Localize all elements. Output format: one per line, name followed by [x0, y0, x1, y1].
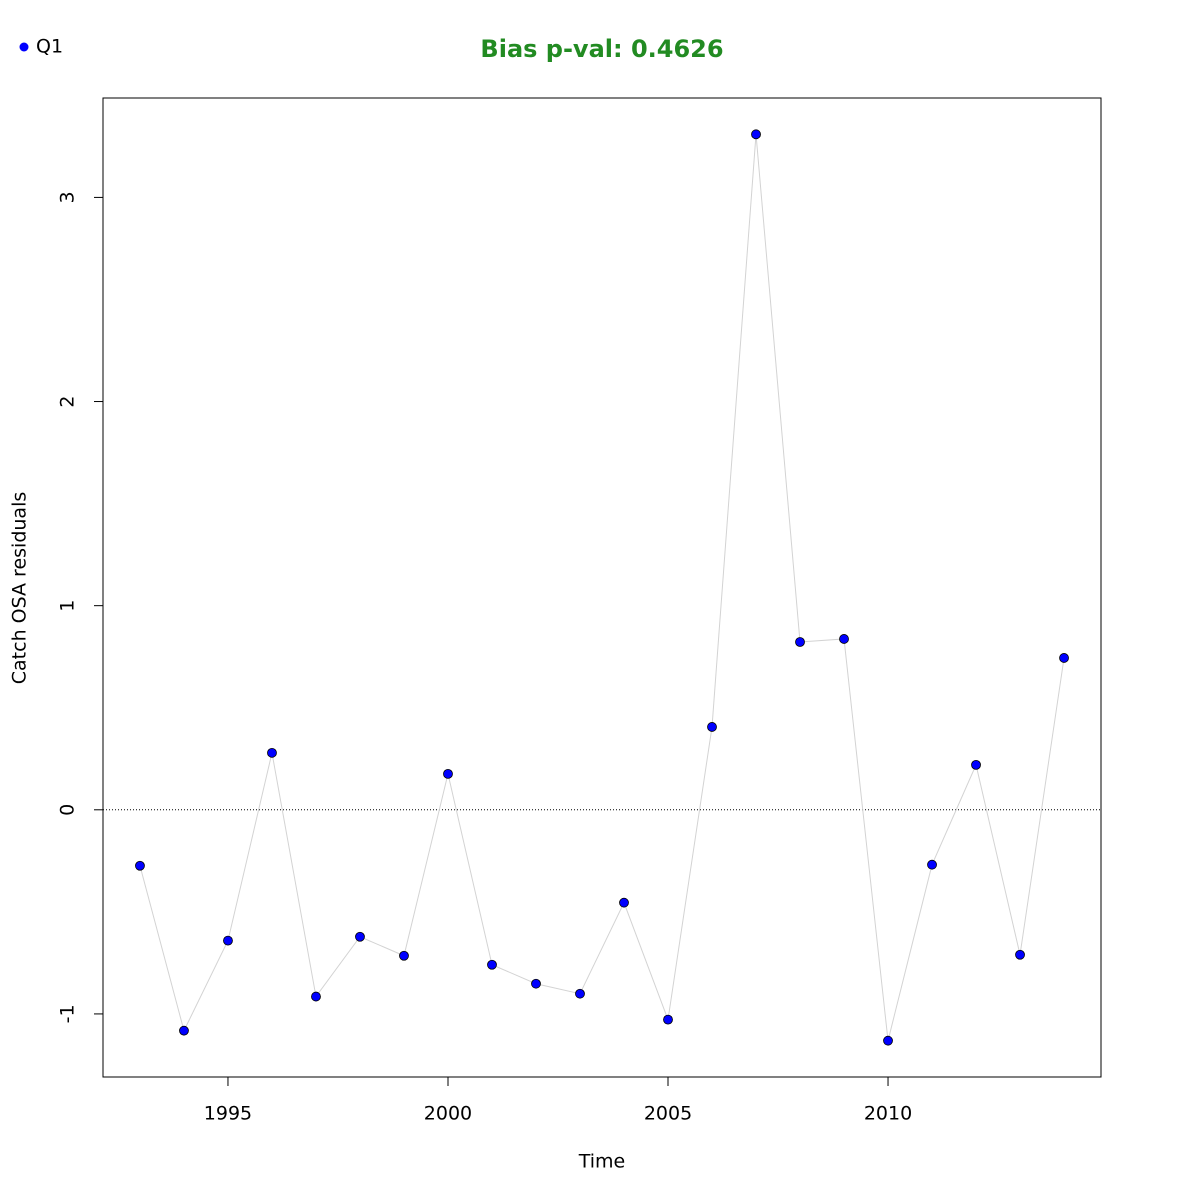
data-point — [663, 1014, 673, 1025]
x-tick-label: 2010 — [864, 1103, 912, 1125]
legend-label: Q1 — [36, 36, 63, 58]
y-tick-label: 3 — [57, 191, 79, 203]
data-point — [1059, 653, 1069, 663]
data-point — [487, 959, 497, 970]
x-tick-label: 2005 — [644, 1103, 692, 1125]
data-point — [795, 637, 805, 647]
data-point — [399, 950, 409, 961]
data-point — [311, 991, 321, 1002]
data-point — [751, 129, 761, 140]
x-tick-label: 1995 — [204, 1103, 252, 1125]
y-tick-label: 2 — [57, 395, 79, 407]
data-point — [575, 988, 585, 999]
y-tick-label: 0 — [57, 804, 79, 816]
y-axis-label: Catch OSA residuals — [9, 492, 31, 684]
data-point — [1015, 949, 1025, 960]
plot-frame — [102, 97, 1102, 1078]
data-point — [267, 747, 277, 758]
x-axis-label: Time — [578, 1151, 626, 1173]
data-point — [707, 722, 717, 732]
legend-marker — [19, 42, 29, 52]
data-point — [927, 859, 937, 870]
data-point — [355, 931, 365, 942]
data-point — [443, 768, 453, 779]
data-point — [619, 897, 629, 908]
data-point — [531, 978, 541, 989]
data-point — [971, 759, 981, 770]
y-tick-label: 1 — [57, 600, 79, 612]
y-tick-label: -1 — [57, 1004, 79, 1023]
data-point — [135, 860, 145, 871]
data-point — [839, 634, 849, 644]
chart-title: Bias p-val: 0.4626 — [480, 35, 723, 63]
x-tick-label: 2000 — [424, 1103, 472, 1125]
series-line — [139, 134, 1065, 1041]
data-point — [883, 1035, 893, 1046]
data-point — [179, 1025, 189, 1036]
data-point — [223, 935, 233, 946]
